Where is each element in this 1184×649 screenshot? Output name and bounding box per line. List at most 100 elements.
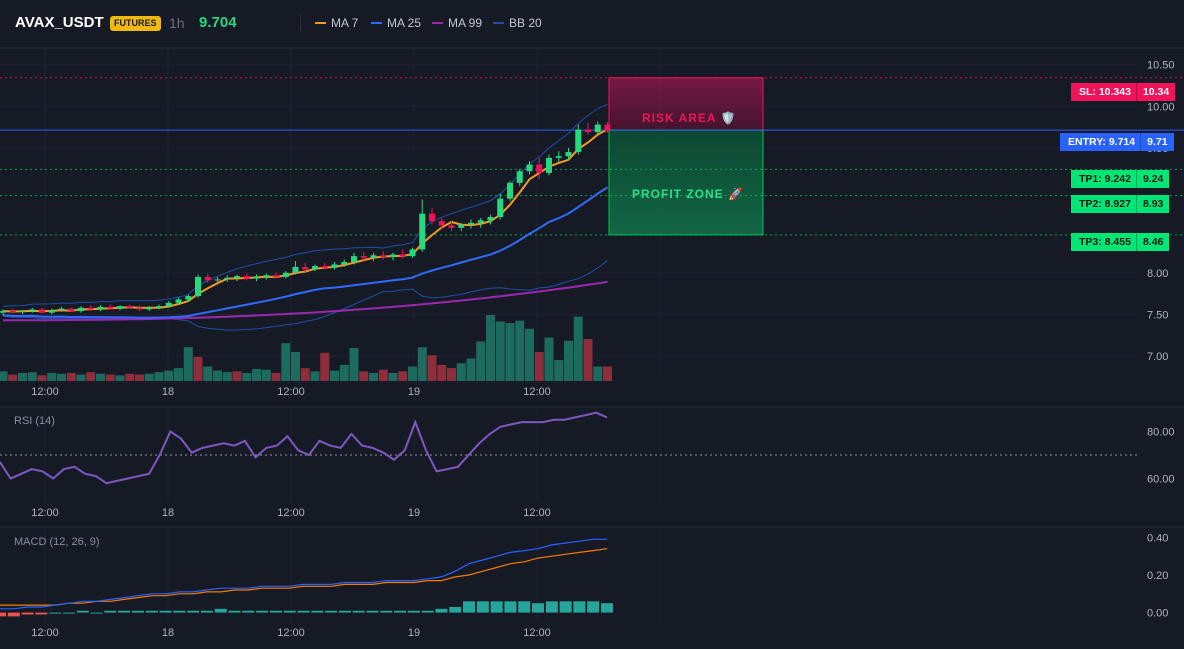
candle <box>390 254 396 257</box>
candle <box>195 276 201 297</box>
tp1-price-label: TP1: 9.242 9.24 <box>1071 170 1170 188</box>
macd-hist-bar <box>173 610 186 613</box>
time-tick-label: 12:00 <box>277 507 305 519</box>
candle <box>360 256 367 258</box>
time-tick-label: 12:00 <box>277 386 305 398</box>
volume-bar <box>398 371 408 381</box>
volume-bar <box>57 373 66 381</box>
price-tick-label: 7.50 <box>1147 309 1168 321</box>
volume-bar <box>47 372 57 381</box>
tp2-price-label: TP2: 8.927 8.93 <box>1071 195 1170 213</box>
bb20-swatch <box>493 22 504 24</box>
candle <box>292 266 299 273</box>
candle <box>312 266 318 270</box>
time-tick-label: 12:00 <box>31 386 59 398</box>
volume-bar <box>115 375 125 381</box>
tp2-label-text: TP2: 8.927 <box>1079 198 1131 210</box>
candle <box>429 213 435 222</box>
volume-bar <box>193 356 203 381</box>
volume-bar <box>261 369 271 381</box>
macd-hist-bar <box>463 601 476 613</box>
time-tick-label: 19 <box>408 386 420 398</box>
macd-hist-bar <box>504 601 517 613</box>
legend-ma7[interactable]: MA 7 <box>315 16 358 30</box>
candle <box>516 171 523 183</box>
time-tick-label: 18 <box>162 507 174 519</box>
macd-hist-bar <box>297 610 310 613</box>
volume-bar <box>222 372 232 381</box>
candle <box>68 308 75 312</box>
tp3-axis-value: 8.46 <box>1135 233 1169 251</box>
volume-bar <box>339 364 349 381</box>
macd-hist-bar <box>476 601 489 613</box>
candle <box>224 277 231 280</box>
candle <box>263 275 270 277</box>
profit-zone-label: PROFIT ZONE 🚀 <box>632 187 744 201</box>
volume-bar <box>66 372 76 381</box>
legend-bb20-label: BB 20 <box>509 16 542 30</box>
volume-bar <box>408 366 417 381</box>
candle <box>370 255 377 258</box>
volume-bar <box>388 372 398 381</box>
rsi-tick-label: 80.00 <box>1147 427 1175 439</box>
macd-hist-bar <box>214 608 227 613</box>
volume-bar <box>320 352 330 381</box>
price-tick-label: 10.50 <box>1147 60 1175 72</box>
entry-price-label: ENTRY: 9.714 9.71 <box>1060 133 1174 151</box>
volume-bar <box>417 347 427 381</box>
macd-hist-bar <box>35 612 48 615</box>
candle <box>29 309 36 312</box>
legend-bb20[interactable]: BB 20 <box>493 16 542 30</box>
macd-hist-bar <box>145 610 158 613</box>
time-tick-label: 19 <box>408 507 420 519</box>
macd-line <box>0 538 607 610</box>
macd-hist-bar <box>242 610 255 613</box>
tp3-price-label: TP3: 8.455 8.46 <box>1071 233 1170 251</box>
rsi-pane-title[interactable]: RSI (14) <box>14 415 55 427</box>
candle <box>575 129 582 153</box>
risk-area-zone <box>608 77 764 131</box>
symbol-label[interactable]: AVAX_USDT <box>15 14 104 31</box>
macd-hist-bar <box>104 610 117 613</box>
candle <box>19 311 26 313</box>
timeframe-label[interactable]: 1h <box>169 15 185 31</box>
macd-hist-bar <box>352 610 365 613</box>
candle <box>9 311 16 313</box>
candle <box>107 306 114 309</box>
volume-bar <box>271 372 281 381</box>
volume-bar <box>525 328 534 381</box>
volume-bar <box>573 316 583 381</box>
candle <box>136 307 143 310</box>
legend-ma25[interactable]: MA 25 <box>371 16 421 30</box>
tp1-axis-value: 9.24 <box>1135 170 1169 188</box>
volume-bar <box>505 323 515 381</box>
chart-header: AVAX_USDT FUTURES 1h 9.704 MA 7 MA 25 MA… <box>0 0 1184 48</box>
macd-hist-bar <box>76 610 89 613</box>
candle <box>117 306 123 309</box>
volume-bar <box>349 348 359 381</box>
ma99-swatch <box>432 22 443 24</box>
candle <box>234 276 240 278</box>
time-tick-label: 12:00 <box>523 507 551 519</box>
candle <box>594 124 601 133</box>
volume-bar <box>213 370 222 381</box>
tp2-axis-value: 8.93 <box>1135 195 1169 213</box>
price-tick-label: 8.00 <box>1147 268 1168 280</box>
candle <box>204 276 211 281</box>
legend-ma7-label: MA 7 <box>331 16 359 30</box>
volume-bar <box>427 355 437 381</box>
time-tick-label: 12:00 <box>277 627 305 639</box>
ma25-swatch <box>371 22 382 24</box>
macd-hist-bar <box>49 612 62 614</box>
volume-bar <box>252 368 261 381</box>
macd-tick-label: 0.40 <box>1147 532 1168 544</box>
candle <box>58 308 65 311</box>
legend-ma99[interactable]: MA 99 <box>432 16 482 30</box>
macd-hist-bar <box>394 610 407 613</box>
candle <box>78 307 84 312</box>
volume-bar <box>359 371 369 381</box>
time-tick-label: 12:00 <box>31 627 59 639</box>
macd-pane-title[interactable]: MACD (12, 26, 9) <box>14 536 100 548</box>
candle <box>87 307 94 310</box>
